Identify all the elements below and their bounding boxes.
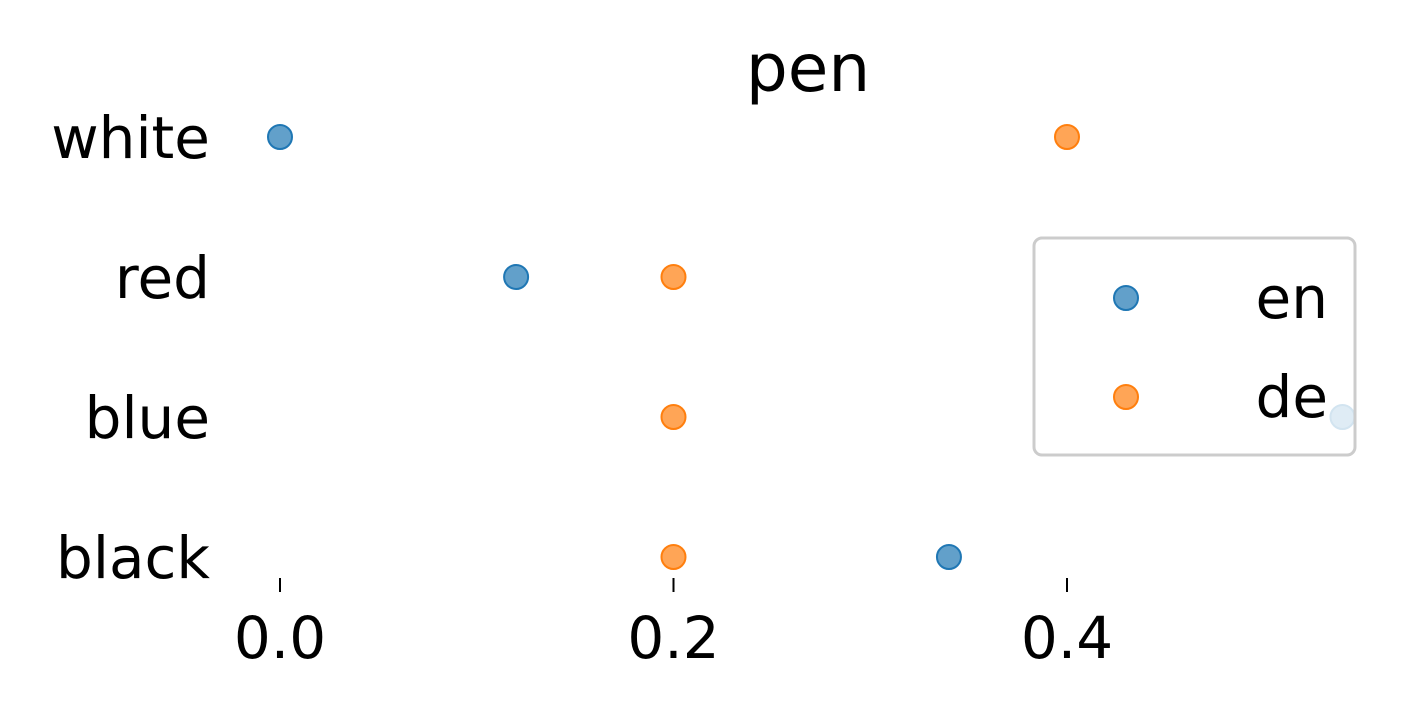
legend-marker-en: [1113, 285, 1139, 311]
category-label-black: black: [56, 524, 210, 592]
category-labels: white red blue black: [51, 104, 210, 592]
legend-marker-de: [1113, 384, 1139, 410]
x-axis: 0.0 0.2 0.4: [234, 578, 1113, 672]
legend: en de: [1032, 236, 1357, 457]
legend-label-en: en: [1256, 264, 1328, 332]
point-de-red: [660, 264, 687, 290]
point-de-black: [660, 544, 687, 570]
x-tick-label: 0.0: [234, 604, 326, 672]
point-en-white: [267, 124, 293, 150]
x-tick-label: 0.2: [627, 604, 719, 672]
point-de-white: [1054, 124, 1080, 150]
legend-label-de: de: [1256, 363, 1329, 431]
category-label-blue: blue: [85, 384, 210, 452]
point-de-blue: [660, 404, 687, 430]
point-en-red: [503, 264, 530, 290]
category-label-white: white: [51, 104, 210, 172]
x-tick-label: 0.4: [1021, 604, 1113, 672]
point-en-black: [935, 544, 962, 570]
chart-title: pen: [746, 30, 870, 107]
category-label-red: red: [115, 244, 210, 312]
